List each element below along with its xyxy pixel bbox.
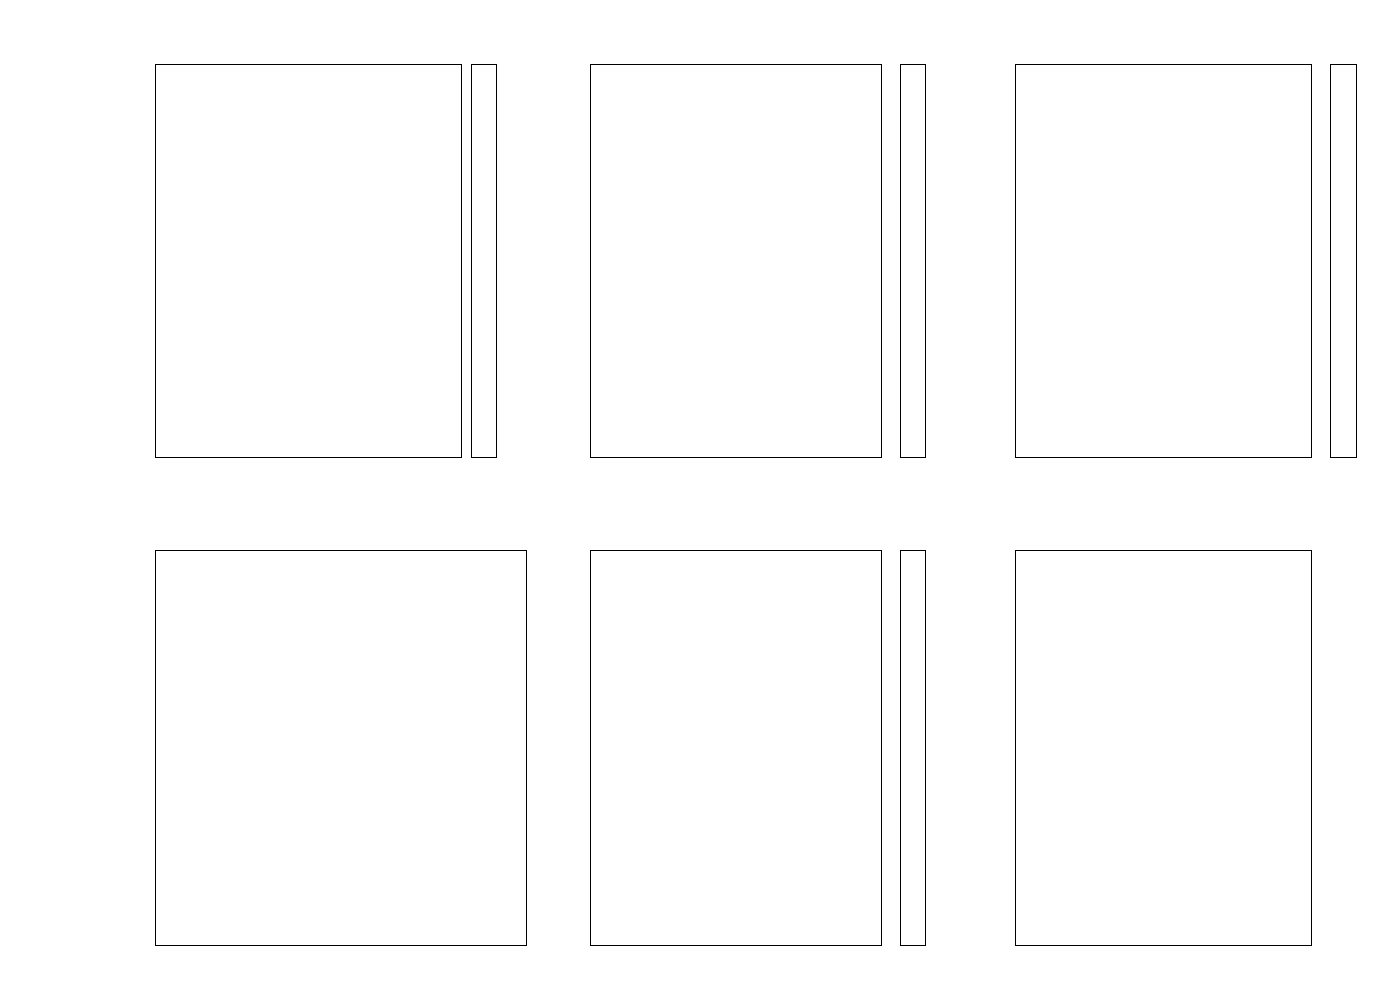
chla-colorbar (471, 64, 497, 458)
subplot-bgc-argo-plus (590, 550, 891, 946)
subplot-outliers-removed (1015, 550, 1316, 946)
chla-adjusted-heatmap-canvas (591, 65, 891, 215)
bgc-colorbar (900, 550, 926, 946)
chla-heatmap-canvas (156, 65, 456, 215)
outliers-canvas (1016, 551, 1316, 701)
chla-adjusted-colorbar (900, 64, 926, 458)
subplot-mode (155, 550, 527, 946)
subplot-chla-adjusted (590, 64, 891, 458)
subplot-chla-adjusted-qc (1015, 64, 1316, 458)
qc-colorbar-segments (1331, 65, 1356, 457)
subplot-chla (155, 64, 462, 458)
qc-heatmap-canvas (1016, 65, 1316, 215)
qc-colorbar (1330, 64, 1357, 458)
chla-colorbar-gradient (472, 65, 496, 457)
chla-adjusted-colorbar-gradient (901, 65, 925, 457)
bgc-heatmap-canvas (591, 551, 891, 701)
mode-scatter-canvas (156, 551, 456, 701)
bgc-colorbar-gradient (901, 551, 925, 945)
